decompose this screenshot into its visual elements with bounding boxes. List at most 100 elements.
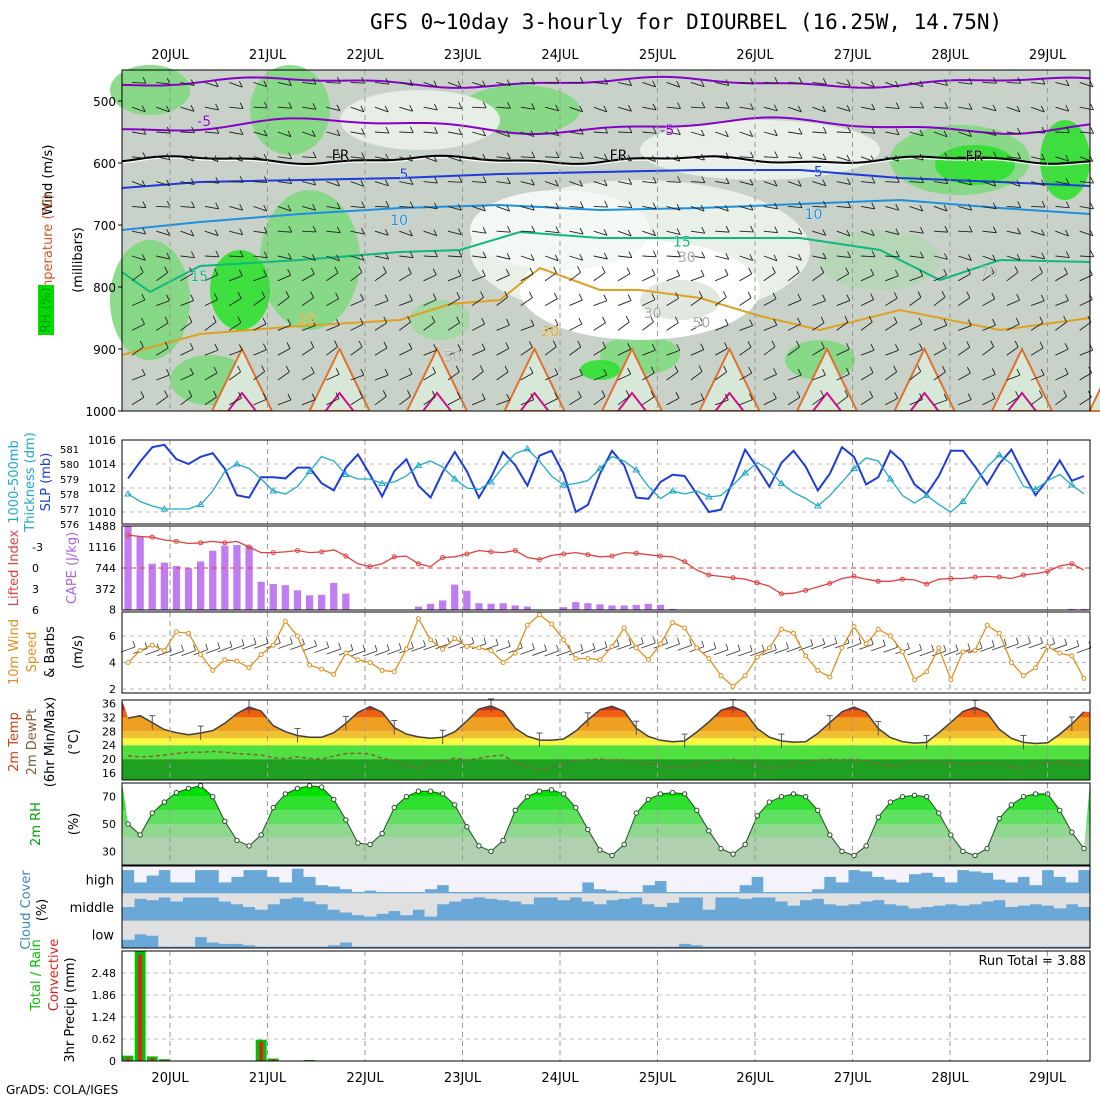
wind-speed-marker xyxy=(319,666,325,672)
wind-barb xyxy=(836,348,850,356)
lifted-index-marker xyxy=(851,573,857,579)
wind-barb xyxy=(204,299,218,307)
wind-barb xyxy=(350,255,365,261)
surface-hot-contour xyxy=(714,391,745,412)
wind-barb-flag xyxy=(652,127,657,134)
wind-barb-flag xyxy=(408,294,413,301)
wind-barb xyxy=(617,131,633,134)
cloud-clear-cell xyxy=(787,866,801,892)
rh-marker xyxy=(923,793,930,800)
wind-barb xyxy=(860,81,875,88)
wind-barb-flag xyxy=(724,342,728,349)
cloud-clear-cell xyxy=(944,893,958,905)
wind-barb xyxy=(204,274,218,282)
wind-barb xyxy=(690,399,705,406)
wind-barb-flag xyxy=(749,130,754,137)
wind-barb xyxy=(1055,131,1070,134)
thickness-tick-label: 579 xyxy=(60,475,79,486)
thickness-marker xyxy=(850,464,858,471)
cloud-layer-label: low xyxy=(92,928,115,943)
wind-barb xyxy=(447,230,462,236)
cloud-clear-cell xyxy=(327,893,341,910)
cloud-clear-cell xyxy=(581,866,595,883)
surface-wind-barb xyxy=(1064,645,1079,652)
wind-barb xyxy=(472,205,486,212)
surface-wind-barb-flag xyxy=(544,644,547,651)
wind-barb-flag xyxy=(1065,201,1070,208)
wind-barb-flag xyxy=(992,202,997,209)
cloud-clear-cell xyxy=(533,893,546,898)
wind-barb-flag xyxy=(579,201,584,208)
wind-barb xyxy=(690,181,705,184)
wind-barb-flag xyxy=(310,341,315,348)
wind-barb xyxy=(642,106,657,111)
surface-wind-barb-flag xyxy=(265,637,269,644)
wind-barb xyxy=(302,230,317,233)
wind-barb-flag xyxy=(1016,180,1021,187)
wind-barb-flag xyxy=(263,129,268,137)
rh-marker xyxy=(210,793,216,800)
lifted-index-marker xyxy=(512,548,518,553)
wind-barb-flag xyxy=(166,153,171,160)
wind-barb-flag xyxy=(895,204,900,211)
wind-speed-marker xyxy=(343,650,349,656)
surface-wind-barb xyxy=(326,648,341,655)
surface-wind-barb xyxy=(350,650,366,657)
thickness-marker xyxy=(450,475,459,482)
wind-barb-flag xyxy=(433,103,438,111)
cloud-clear-cell xyxy=(279,866,292,883)
wind-barb-flag xyxy=(530,204,535,211)
wind-barb-flag xyxy=(434,176,438,184)
wind-barb xyxy=(253,275,267,282)
wind-barb-flag xyxy=(409,154,414,162)
cloud-clear-cell xyxy=(1029,866,1043,886)
cloud-clear-cell xyxy=(1065,866,1079,883)
rh-marker xyxy=(669,789,676,796)
surface-wind-barb-flag xyxy=(991,640,995,647)
cloud-clear-cell xyxy=(1005,866,1018,883)
lifted-index-marker xyxy=(827,580,833,586)
wind-barb-flag xyxy=(628,105,632,112)
wind-barb xyxy=(277,81,292,86)
wind-barb-flag xyxy=(822,229,827,236)
wind-barb-flag xyxy=(870,343,875,351)
wind-barb xyxy=(593,230,608,236)
wind-barb-flag xyxy=(725,225,730,233)
wind-barb-flag xyxy=(164,266,169,273)
wind-speed-marker xyxy=(355,657,361,663)
surface-wind-barb xyxy=(411,645,426,652)
wind-barb-flag xyxy=(552,340,557,347)
wind-barb xyxy=(228,397,242,406)
cloud-clear-cell xyxy=(412,920,425,947)
cloud-clear-cell xyxy=(1077,866,1091,871)
wind-barb xyxy=(472,349,486,356)
precip-tick-label: 0 xyxy=(109,1055,116,1068)
wind-barb-flag xyxy=(579,128,584,135)
wind-barb-flag xyxy=(263,204,268,212)
surface-wind-barb-flag xyxy=(229,640,233,647)
cloud-clear-cell xyxy=(460,920,474,947)
rh-marker xyxy=(936,810,942,816)
wind-barb-flag xyxy=(625,315,630,323)
cloud-clear-cell xyxy=(920,866,934,873)
wind-barb-flag xyxy=(871,103,876,111)
cloud-clear-cell xyxy=(993,866,1006,880)
lifted-index-marker xyxy=(367,564,373,570)
cloud-layer-label: middle xyxy=(70,901,114,916)
wind-barb xyxy=(350,81,365,84)
wind-barb xyxy=(787,106,802,113)
wind-barb xyxy=(982,298,995,306)
wind-barb xyxy=(885,297,898,306)
surface-wind-barb-flag xyxy=(1040,636,1043,644)
cape-bar xyxy=(245,546,253,610)
wind-barb xyxy=(350,205,365,209)
thickness-marker xyxy=(233,460,241,467)
wind-barb xyxy=(545,81,560,84)
cloud-clear-cell xyxy=(255,920,268,947)
wind-barb xyxy=(374,396,387,406)
lifted-index-marker xyxy=(391,554,397,560)
wind-barb xyxy=(593,156,608,161)
cloud-clear-cell xyxy=(448,920,462,947)
cloud-clear-cell xyxy=(400,920,413,947)
cloud-clear-cell xyxy=(279,893,292,899)
